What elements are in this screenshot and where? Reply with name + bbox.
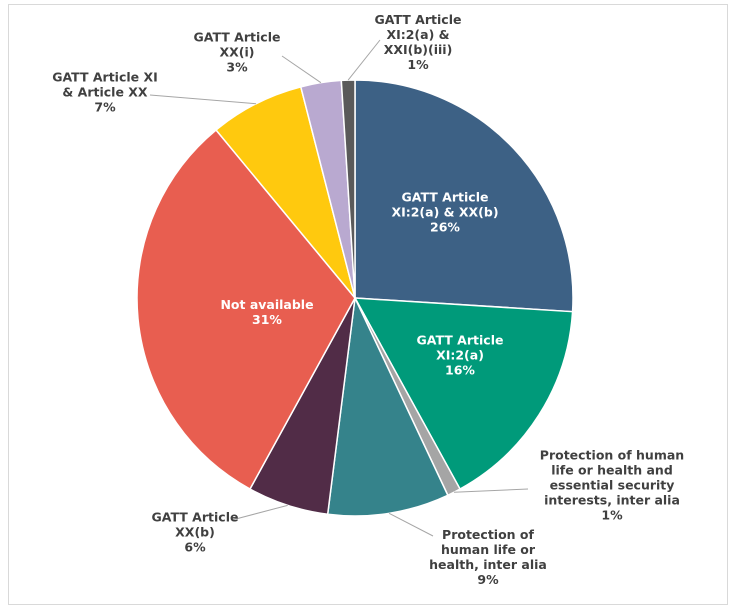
pie-slice <box>354 79 574 313</box>
slice-name: Protection of human life or health and e… <box>539 447 685 508</box>
slice-value: 16% <box>445 362 475 378</box>
pie-slice <box>353 297 574 491</box>
slice-value: 3% <box>226 59 248 75</box>
pie-slice <box>136 128 356 491</box>
data-label: GATT Article XI:2(a) & XXI(b)(iii) 1% <box>363 12 473 72</box>
data-label: GATT Article XI:2(a) & XX(b) 26% <box>380 190 510 235</box>
data-label: GATT Article XI:2(a) 16% <box>400 333 520 378</box>
slice-value: 7% <box>94 99 116 115</box>
leader-line <box>453 488 529 493</box>
data-label: Not available 31% <box>212 297 322 327</box>
slice-value: 1% <box>601 507 623 523</box>
slice-name: GATT Article XI & Article XX <box>52 69 158 100</box>
data-label: GATT Article XX(b) 6% <box>140 510 250 555</box>
slice-value: 31% <box>252 312 282 327</box>
leader-line <box>231 504 288 521</box>
slice-value: 9% <box>477 572 499 587</box>
leader-line <box>149 94 257 105</box>
data-label: GATT Article XI & Article XX 7% <box>45 70 165 115</box>
slice-value: 6% <box>184 539 206 555</box>
slice-value: 1% <box>407 57 429 72</box>
slice-name: Not available <box>220 297 314 312</box>
slice-name: GATT Article XI:2(a) & XX(b) <box>391 189 499 220</box>
data-label: Protection of human life or health, inte… <box>418 527 558 587</box>
slice-name: GATT Article XX(b) <box>151 509 239 540</box>
data-label: Protection of human life or health and e… <box>532 448 692 523</box>
leader-line <box>388 512 434 537</box>
pie-slice <box>326 295 449 517</box>
leader-line <box>281 55 322 84</box>
slice-name: GATT Article XI:2(a) & XXI(b)(iii) <box>374 12 462 57</box>
slice-name: Protection of human life or health, inte… <box>429 527 547 572</box>
chart-border <box>8 4 728 605</box>
slice-name: GATT Article XX(i) <box>193 29 281 60</box>
slice-name: GATT Article XI:2(a) <box>416 332 504 363</box>
slice-value: 26% <box>430 219 460 235</box>
leader-line <box>347 39 381 81</box>
data-label: GATT Article XX(i) 3% <box>177 30 297 75</box>
